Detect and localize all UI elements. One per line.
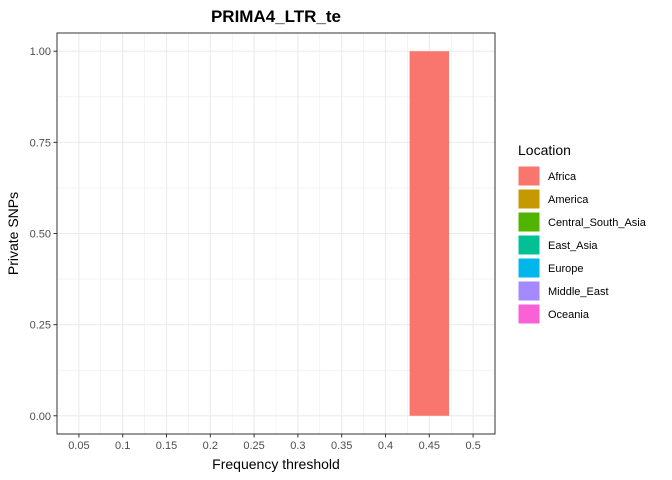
legend: Location Africa America Central_South_Asia…	[517, 142, 647, 325]
bars	[409, 51, 450, 416]
legend-key-east-asia	[517, 234, 541, 256]
y-axis-title: Private SNPs	[5, 192, 21, 275]
x-tick-label: 0.4	[378, 440, 393, 452]
x-axis-title: Frequency threshold	[212, 456, 340, 472]
bar-africa	[409, 51, 450, 416]
x-tick-label: 0.25	[243, 440, 264, 452]
x-tick-label: 0.5	[465, 440, 480, 452]
legend-key-europe	[517, 257, 541, 279]
x-axis: 0.05 0.1 0.15 0.2 0.25 0.3 0.35 0.4 0.45 0.5	[68, 434, 481, 452]
y-tick-label: 0.00	[30, 411, 51, 423]
legend-key-america	[517, 188, 541, 210]
x-tick-label: 0.45	[419, 440, 440, 452]
x-tick-label: 0.3	[290, 440, 305, 452]
x-tick-label: 0.2	[203, 440, 218, 452]
legend-key-oceania	[517, 303, 541, 325]
x-tick-label: 0.05	[68, 440, 89, 452]
chart-title: PRIMA4_LTR_te	[211, 7, 341, 26]
legend-label-africa: Africa	[548, 171, 577, 183]
y-axis: 0.00 0.25 0.50 0.75 1.00	[30, 46, 57, 423]
legend-label-oceania: Oceania	[548, 309, 590, 321]
legend-label-east-asia: East_Asia	[548, 240, 598, 252]
x-tick-label: 0.35	[331, 440, 352, 452]
legend-key-middle-east	[517, 280, 541, 302]
legend-label-europe: Europe	[548, 263, 583, 275]
plot-area	[56, 32, 496, 435]
legend-title: Location	[518, 142, 571, 158]
legend-label-central-south-asia: Central_South_Asia	[548, 217, 647, 229]
y-tick-label: 0.50	[30, 229, 51, 241]
x-tick-label: 0.15	[156, 440, 177, 452]
x-tick-label: 0.1	[115, 440, 130, 452]
y-tick-label: 0.75	[30, 137, 51, 149]
legend-key-africa	[517, 165, 541, 187]
y-tick-label: 0.25	[30, 320, 51, 332]
y-tick-label: 1.00	[30, 46, 51, 58]
legend-label-middle-east: Middle_East	[548, 286, 609, 298]
legend-label-america: America	[548, 194, 589, 206]
legend-key-central-south-asia	[517, 211, 541, 233]
